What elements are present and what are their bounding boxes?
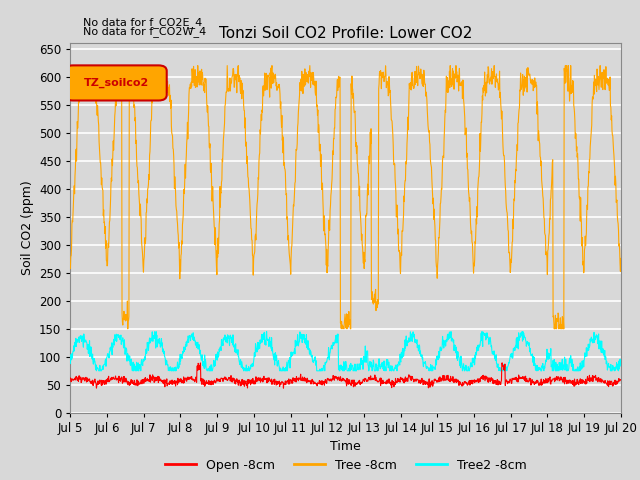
- X-axis label: Time: Time: [330, 440, 361, 454]
- Text: TZ_soilco2: TZ_soilco2: [83, 78, 148, 88]
- Text: No data for f_CO2E_4: No data for f_CO2E_4: [83, 17, 202, 28]
- Title: Tonzi Soil CO2 Profile: Lower CO2: Tonzi Soil CO2 Profile: Lower CO2: [219, 25, 472, 41]
- FancyBboxPatch shape: [65, 65, 166, 100]
- Text: No data for f_CO2W_4: No data for f_CO2W_4: [83, 26, 207, 37]
- Y-axis label: Soil CO2 (ppm): Soil CO2 (ppm): [20, 180, 33, 276]
- Legend: Open -8cm, Tree -8cm, Tree2 -8cm: Open -8cm, Tree -8cm, Tree2 -8cm: [159, 454, 532, 477]
